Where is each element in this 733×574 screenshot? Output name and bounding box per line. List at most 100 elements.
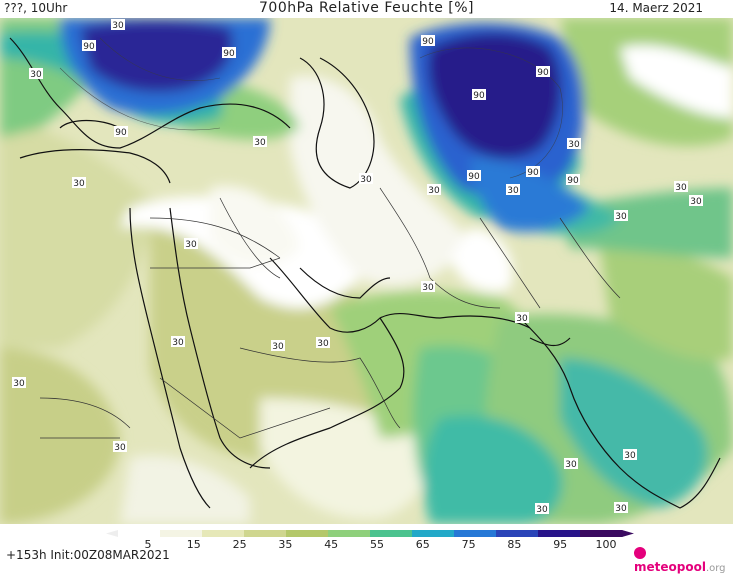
brand-name: meteopool bbox=[634, 560, 706, 574]
contour-label-30: 30 bbox=[564, 458, 578, 470]
svg-text:30: 30 bbox=[428, 186, 440, 196]
colorbar-cell bbox=[454, 530, 497, 537]
svg-text:90: 90 bbox=[468, 172, 480, 182]
contour-label-90: 90 bbox=[526, 166, 540, 178]
svg-text:30: 30 bbox=[507, 186, 519, 196]
colorbar: 5 15 25 35 45 55 65 75 85 95 100 bbox=[106, 530, 634, 548]
colorbar-tick-label: 85 bbox=[507, 538, 521, 548]
contour-label-30: 30 bbox=[427, 184, 441, 196]
svg-text:90: 90 bbox=[537, 68, 549, 78]
colorbar-tick-label: 95 bbox=[553, 538, 567, 548]
contour-label-30: 30 bbox=[72, 177, 86, 189]
contour-label-30: 30 bbox=[29, 68, 43, 80]
svg-text:90: 90 bbox=[527, 168, 539, 178]
colorbar-cell bbox=[412, 530, 455, 537]
svg-text:30: 30 bbox=[675, 183, 687, 193]
svg-text:30: 30 bbox=[565, 460, 577, 470]
svg-text:30: 30 bbox=[272, 342, 284, 352]
colorbar-cell bbox=[538, 530, 581, 537]
contour-label-30: 30 bbox=[12, 377, 26, 389]
contour-label-90: 90 bbox=[472, 89, 486, 101]
contour-label-30: 30 bbox=[171, 336, 185, 348]
colorbar-cell bbox=[370, 530, 413, 537]
humidity-fill bbox=[0, 18, 733, 524]
contour-label-30: 30 bbox=[614, 210, 628, 222]
contour-label-90: 90 bbox=[536, 66, 550, 78]
coastlines bbox=[9, 37, 721, 509]
svg-text:30: 30 bbox=[615, 504, 627, 514]
colorbar-cell bbox=[118, 530, 161, 537]
contour-label-30: 30 bbox=[614, 502, 628, 514]
valid-time-label: ???, 10Uhr bbox=[4, 1, 68, 15]
colorbar-cell bbox=[496, 530, 539, 537]
valid-date-label: 14. Maerz 2021 bbox=[609, 1, 703, 15]
svg-text:30: 30 bbox=[690, 197, 702, 207]
svg-text:30: 30 bbox=[422, 283, 434, 293]
colorbar-tick-label: 65 bbox=[416, 538, 430, 548]
svg-text:30: 30 bbox=[185, 240, 197, 250]
contour-label-90: 90 bbox=[421, 35, 435, 47]
contour-label-30: 30 bbox=[567, 138, 581, 150]
svg-text:30: 30 bbox=[360, 175, 372, 185]
svg-text:90: 90 bbox=[223, 49, 235, 59]
colorbar-right-arrow bbox=[622, 530, 634, 537]
contour-label-30: 30 bbox=[111, 19, 125, 31]
borders bbox=[39, 187, 621, 439]
contour-label-30: 30 bbox=[623, 449, 637, 461]
svg-text:30: 30 bbox=[254, 138, 266, 148]
svg-text:30: 30 bbox=[624, 451, 636, 461]
contour-label-90: 90 bbox=[467, 170, 481, 182]
contour-label-30: 30 bbox=[271, 340, 285, 352]
colorbar-cells bbox=[106, 530, 634, 537]
contour-label-90: 90 bbox=[566, 174, 580, 186]
svg-text:30: 30 bbox=[13, 379, 25, 389]
humidity-map: 30 30 90 90 90 90 90 90 90 90 90 30 30 3… bbox=[0, 18, 733, 524]
colorbar-tick-label: 100 bbox=[596, 538, 617, 548]
svg-text:90: 90 bbox=[83, 42, 95, 52]
svg-text:30: 30 bbox=[615, 212, 627, 222]
contour-label-30: 30 bbox=[253, 136, 267, 148]
contour-label-90: 90 bbox=[222, 47, 236, 59]
colorbar-cell bbox=[286, 530, 329, 537]
header-bar: ???, 10Uhr 700hPa Relative Feuchte [%] 1… bbox=[0, 0, 733, 18]
svg-text:30: 30 bbox=[568, 140, 580, 150]
contour-label-30: 30 bbox=[674, 181, 688, 193]
colorbar-cell bbox=[580, 530, 623, 537]
colorbar-cell bbox=[202, 530, 245, 537]
colorbar-tick-label: 25 bbox=[233, 538, 247, 548]
svg-text:30: 30 bbox=[536, 505, 548, 515]
map-title: 700hPa Relative Feuchte [%] bbox=[259, 0, 474, 16]
contour-label-30: 30 bbox=[113, 441, 127, 453]
contour-label-30: 30 bbox=[184, 238, 198, 250]
contour-label-30: 30 bbox=[506, 184, 520, 196]
colorbar-tick-label: 35 bbox=[278, 538, 292, 548]
svg-text:30: 30 bbox=[317, 339, 329, 349]
svg-text:90: 90 bbox=[115, 128, 127, 138]
svg-text:30: 30 bbox=[73, 179, 85, 189]
svg-text:30: 30 bbox=[30, 70, 42, 80]
contour-labels: 30 30 90 90 90 90 90 90 90 90 90 30 30 3… bbox=[12, 19, 703, 515]
colorbar-ticks: 5 15 25 35 45 55 65 75 85 95 100 bbox=[145, 538, 617, 548]
contour-lines bbox=[59, 37, 563, 179]
colorbar-tick-label: 45 bbox=[324, 538, 338, 548]
contour-label-30: 30 bbox=[421, 281, 435, 293]
svg-text:30: 30 bbox=[112, 21, 124, 31]
colorbar-cell bbox=[244, 530, 287, 537]
colorbar-cell bbox=[328, 530, 371, 537]
brand-logo[interactable]: meteopool.org bbox=[634, 546, 733, 574]
svg-text:90: 90 bbox=[422, 37, 434, 47]
svg-text:30: 30 bbox=[516, 314, 528, 324]
colorbar-left-arrow bbox=[106, 530, 118, 537]
meteopool-logo-icon bbox=[634, 547, 646, 559]
svg-text:30: 30 bbox=[114, 443, 126, 453]
model-run-info: +153h Init:00Z08MAR2021 bbox=[6, 548, 170, 562]
contour-label-30: 30 bbox=[535, 503, 549, 515]
brand-suffix: .org bbox=[705, 563, 726, 574]
contour-label-30: 30 bbox=[316, 337, 330, 349]
colorbar-tick-label: 75 bbox=[462, 538, 476, 548]
svg-text:90: 90 bbox=[567, 176, 579, 186]
colorbar-tick-label: 55 bbox=[370, 538, 384, 548]
contour-label-30: 30 bbox=[689, 195, 703, 207]
contour-label-30: 30 bbox=[359, 173, 373, 185]
colorbar-tick-label: 15 bbox=[187, 538, 201, 548]
